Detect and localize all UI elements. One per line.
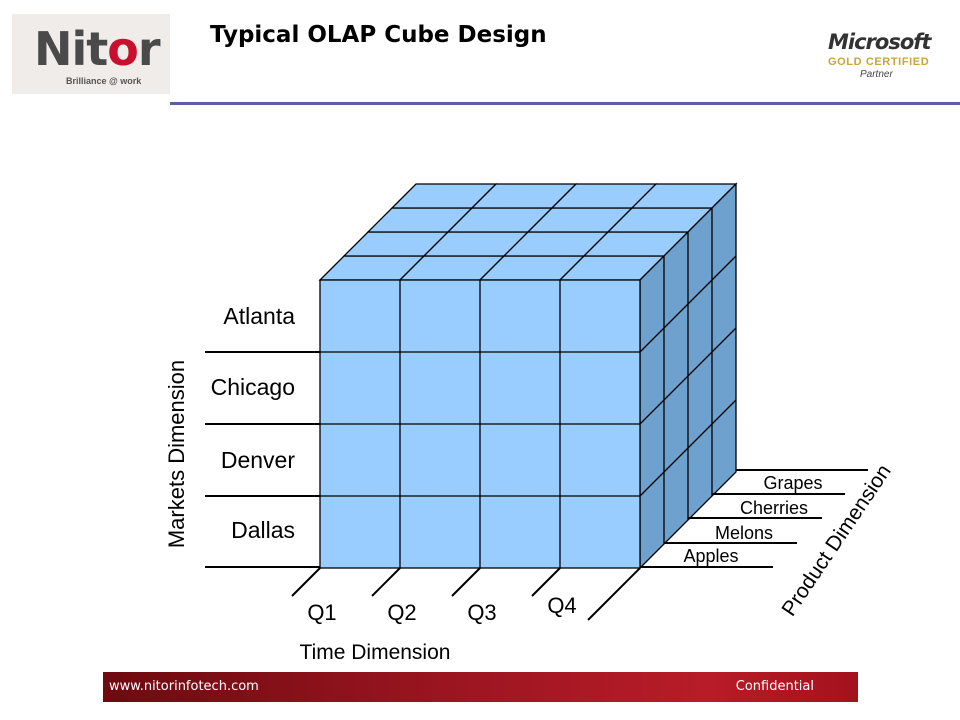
time-dimension-label: Time Dimension [300, 641, 451, 664]
footer-url: www.nitorinfotech.com [109, 679, 259, 694]
slide-footer: www.nitorinfotech.com Confidential [103, 672, 858, 702]
partner-label: Partner [860, 69, 893, 80]
product-label-grapes: Grapes [763, 473, 822, 493]
product-label-melons: Melons [715, 523, 773, 543]
nitor-logo-tagline: Brilliance @ work [66, 76, 142, 86]
market-label-dallas: Dallas [231, 517, 295, 543]
footer-confidential: Confidential [735, 679, 814, 694]
gold-certified-label: GOLD CERTIFIED [828, 56, 930, 68]
microsoft-wordmark: Microsoft [828, 30, 931, 54]
slide-title: Typical OLAP Cube Design [210, 22, 547, 48]
market-leader-lines [205, 351, 320, 568]
slide-header: Nitor Brilliance @ work Typical OLAP Cub… [0, 0, 960, 105]
nitor-logo-wordmark: Nitor [34, 22, 161, 76]
time-leader-lines [291, 567, 641, 621]
product-label-apples: Apples [683, 546, 738, 566]
market-label-chicago: Chicago [211, 374, 295, 400]
quarter-label-q4: Q4 [547, 593, 576, 618]
cube-front-face [319, 279, 641, 569]
quarter-label-q1: Q1 [307, 600, 336, 625]
markets-dimension-label: Markets Dimension [164, 360, 189, 548]
cube-side-face [639, 182, 737, 570]
microsoft-partner-logo: Microsoft GOLD CERTIFIED Partner [828, 30, 946, 80]
market-label-atlanta: Atlanta [223, 303, 295, 329]
nitor-logo: Nitor Brilliance @ work [12, 14, 170, 94]
product-leader-lines [640, 469, 868, 568]
quarter-label-q3: Q3 [467, 600, 496, 625]
quarter-label-q2: Q2 [387, 600, 416, 625]
product-label-cherries: Cherries [740, 498, 808, 518]
cube-top-face [318, 183, 738, 281]
market-label-denver: Denver [221, 447, 295, 473]
header-divider [170, 102, 960, 105]
